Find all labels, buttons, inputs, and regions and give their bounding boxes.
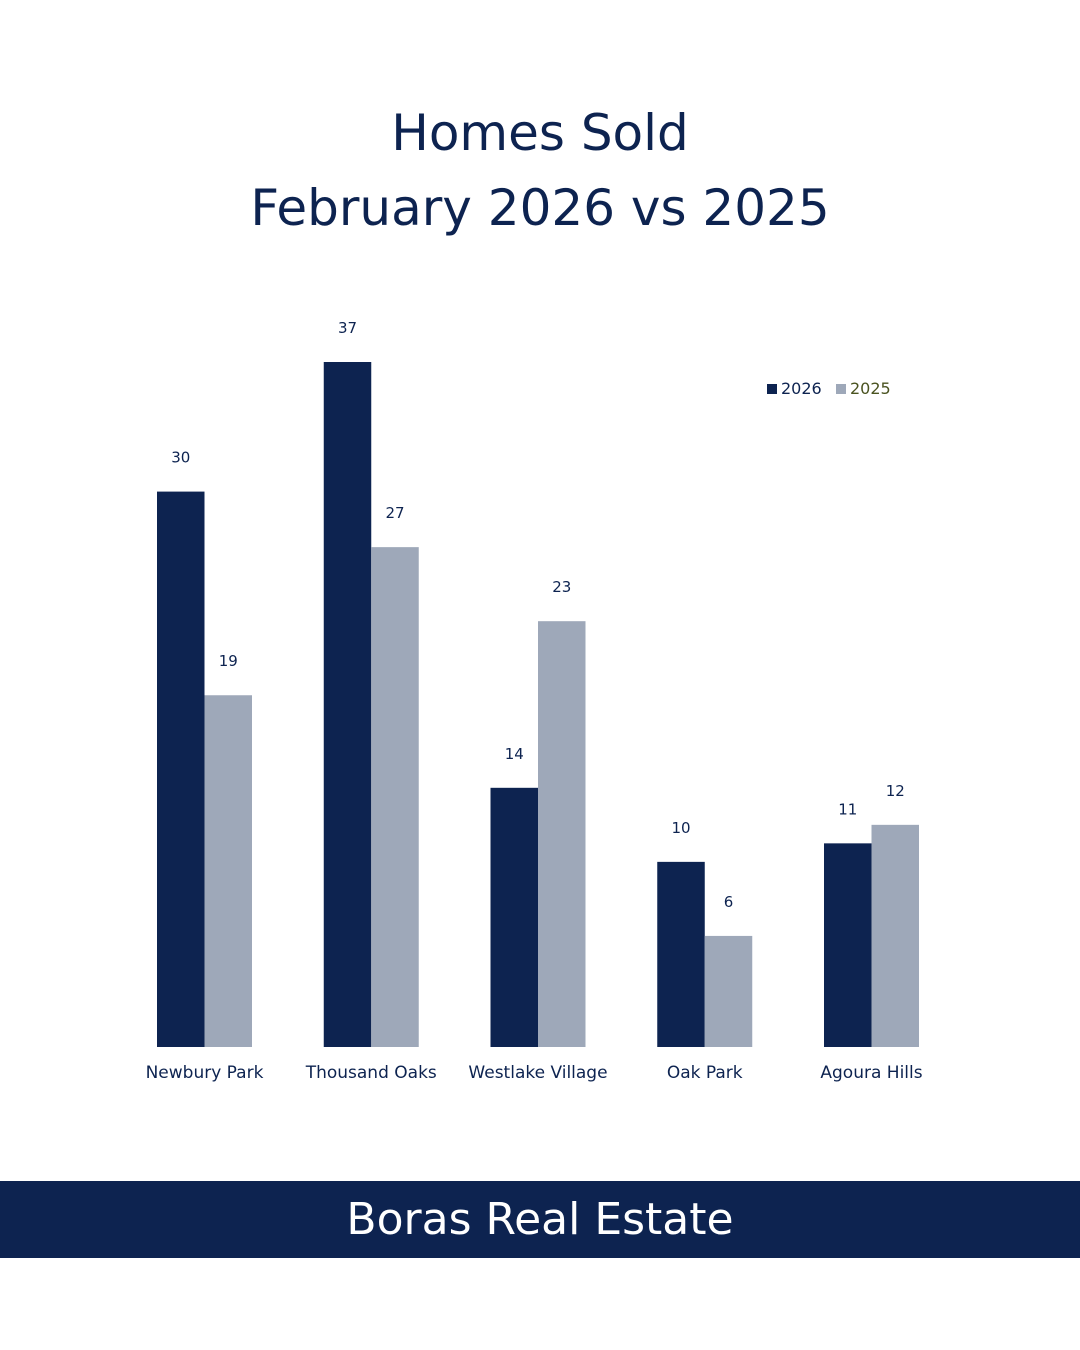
chart-title-line-2: February 2026 vs 2025	[250, 179, 830, 237]
legend-label-2025: 2025	[850, 379, 891, 398]
chart-title-line-1: Homes Sold	[391, 104, 689, 162]
bar-2026	[824, 843, 872, 1047]
category-label: Newbury Park	[146, 1063, 264, 1083]
data-label-2025: 27	[385, 504, 404, 522]
data-label-2026: 30	[171, 449, 190, 467]
category-label: Agoura Hills	[820, 1063, 922, 1083]
category-label: Thousand Oaks	[305, 1063, 437, 1083]
bar-2026	[657, 861, 705, 1047]
data-label-2025: 23	[552, 578, 571, 596]
legend-swatch-2026	[767, 384, 777, 394]
bar-2025	[871, 824, 919, 1047]
data-label-2025: 6	[724, 893, 734, 911]
data-label-2026: 10	[671, 819, 690, 837]
bar-2026	[490, 787, 538, 1047]
legend-label-2026: 2026	[781, 379, 822, 398]
data-label-2026: 11	[838, 800, 857, 818]
data-label-2026: 14	[505, 745, 524, 763]
category-label: Oak Park	[667, 1063, 743, 1083]
brand-name: Boras Real Estate	[346, 1194, 734, 1245]
category-label: Westlake Village	[468, 1063, 607, 1083]
bar-2025	[204, 695, 252, 1047]
legend-swatch-2025	[836, 384, 846, 394]
data-label-2025: 12	[886, 782, 905, 800]
data-label-2026: 37	[338, 319, 357, 337]
footer-banner: Boras Real Estate	[0, 1181, 1080, 1258]
bar-2026	[323, 362, 372, 1047]
bar-2025	[538, 621, 586, 1047]
chart-title: Homes Sold February 2026 vs 2025	[0, 96, 1080, 246]
bar-2025	[704, 935, 753, 1047]
data-label-2025: 19	[219, 652, 238, 670]
bar-2026	[157, 491, 205, 1047]
bar-2025	[371, 547, 419, 1047]
